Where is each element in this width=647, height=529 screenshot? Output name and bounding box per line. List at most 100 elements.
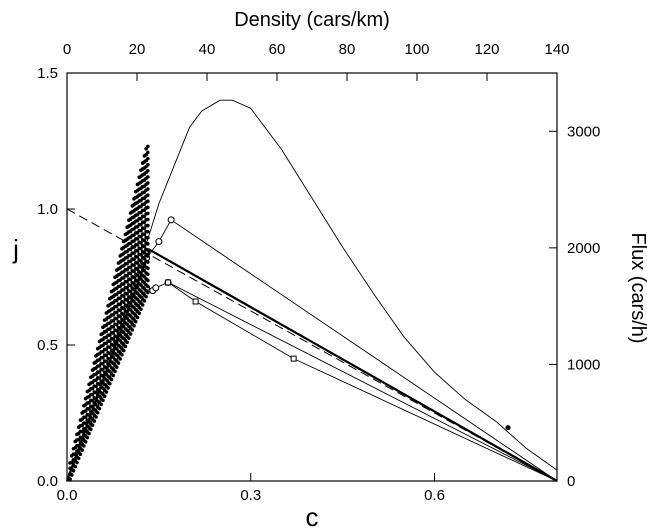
data-point xyxy=(90,423,95,428)
data-point xyxy=(139,252,143,257)
data-point xyxy=(94,415,98,419)
data-point xyxy=(132,263,136,268)
data-point xyxy=(121,300,126,304)
data-point xyxy=(76,437,81,442)
data-point xyxy=(121,348,126,353)
data-point xyxy=(142,262,147,267)
data-point xyxy=(82,444,86,448)
data-point xyxy=(146,187,150,191)
data-point xyxy=(123,344,128,349)
data-point xyxy=(146,144,150,149)
data-point xyxy=(142,256,147,261)
data-point xyxy=(97,382,102,387)
right-axis-title: Flux (cars/h) xyxy=(627,232,647,343)
data-point xyxy=(114,365,119,369)
data-point xyxy=(146,260,150,264)
data-point xyxy=(146,290,150,295)
data-point xyxy=(125,304,129,308)
data-point xyxy=(135,267,140,271)
data-point xyxy=(106,386,110,390)
data-point xyxy=(146,193,150,197)
data-point xyxy=(146,217,150,222)
data-point xyxy=(128,271,133,276)
data-point xyxy=(146,248,150,252)
data-point xyxy=(104,353,109,358)
data-point xyxy=(128,289,133,294)
data-point xyxy=(146,235,150,240)
data-point xyxy=(125,298,129,302)
series-layer xyxy=(65,99,558,482)
data-point xyxy=(146,229,150,234)
marker-circle xyxy=(167,216,175,224)
data-point xyxy=(111,373,116,378)
top-tick-label: 120 xyxy=(474,41,499,58)
top-tick-label: 40 xyxy=(199,41,216,58)
data-point xyxy=(89,427,93,432)
top-tick-label: 60 xyxy=(269,41,286,58)
data-point xyxy=(132,269,136,274)
data-point xyxy=(146,175,150,179)
data-point xyxy=(135,249,140,253)
data-point xyxy=(73,452,78,456)
data-point xyxy=(68,477,72,481)
data-point xyxy=(97,376,102,380)
data-point xyxy=(128,283,133,288)
data-point xyxy=(94,384,98,389)
data-point xyxy=(114,310,119,315)
data-point xyxy=(90,392,95,397)
data-point xyxy=(121,294,126,298)
data-point xyxy=(135,243,140,247)
right-tick-label: 0 xyxy=(567,473,575,490)
data-point xyxy=(146,284,150,289)
data-point xyxy=(139,307,143,311)
data-point xyxy=(139,259,143,263)
data-point xyxy=(80,448,84,452)
data-point xyxy=(505,425,511,431)
data-point xyxy=(83,415,88,419)
data-point xyxy=(146,181,150,185)
series-line xyxy=(66,99,558,482)
data-point xyxy=(83,439,88,444)
data-point xyxy=(142,299,147,303)
right-tick-label: 2000 xyxy=(567,240,600,257)
data-point xyxy=(140,303,145,307)
data-point xyxy=(101,362,105,366)
data-point xyxy=(127,336,131,340)
top-tick-label: 0 xyxy=(63,41,71,58)
data-point xyxy=(121,312,126,317)
data-point xyxy=(97,406,102,411)
data-point xyxy=(108,357,112,362)
data-point xyxy=(135,261,140,265)
data-point xyxy=(146,150,150,155)
data-point xyxy=(128,332,133,336)
data-point xyxy=(118,357,122,361)
data-point xyxy=(71,469,76,473)
series-line xyxy=(167,282,558,482)
data-point xyxy=(111,349,116,353)
data-point xyxy=(142,220,147,225)
data-point xyxy=(146,242,150,246)
top-tick-label: 80 xyxy=(339,41,356,58)
data-point xyxy=(146,272,150,277)
bottom-tick-label: 0.6 xyxy=(424,487,445,504)
data-point xyxy=(118,308,122,313)
data-point xyxy=(108,339,112,344)
data-point xyxy=(132,257,136,262)
data-point xyxy=(95,410,100,415)
data-point xyxy=(146,162,150,167)
data-point xyxy=(121,306,126,311)
data-point xyxy=(142,250,147,255)
data-point xyxy=(128,265,133,270)
data-point xyxy=(75,460,79,465)
data-point xyxy=(114,322,119,327)
data-point xyxy=(87,431,91,436)
data-point xyxy=(102,394,107,398)
data-point xyxy=(125,310,129,314)
data-point xyxy=(114,316,119,321)
data-point xyxy=(101,374,105,378)
data-point xyxy=(111,331,116,335)
plot-frame xyxy=(66,72,558,482)
data-point xyxy=(97,370,102,374)
bottom-tick-label: 0.3 xyxy=(240,487,261,504)
